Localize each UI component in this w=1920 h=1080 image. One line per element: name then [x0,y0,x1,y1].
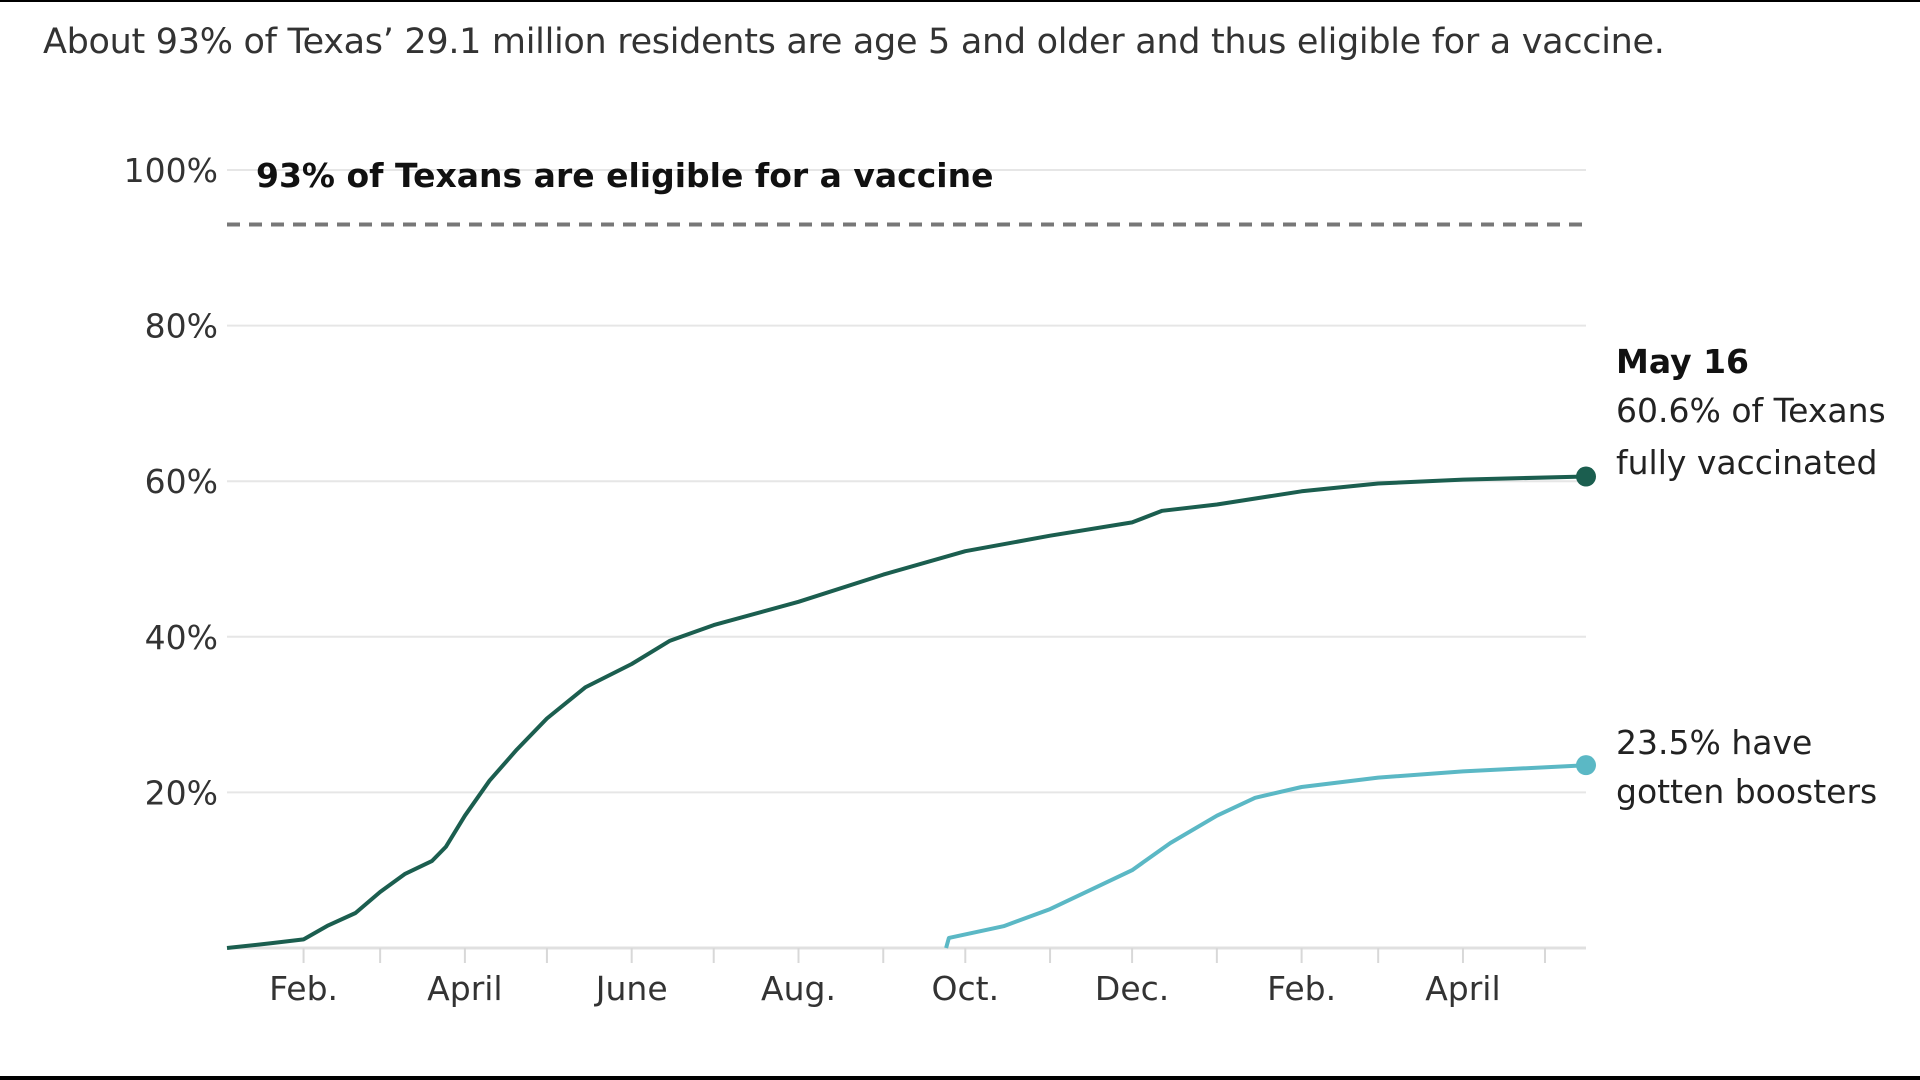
bottom-border [0,1076,1920,1080]
boosters-line [944,763,1587,949]
boosters-label: 23.5% have [1616,723,1812,762]
eligible-reference-label: 93% of Texans are eligible for a vaccine [256,156,993,195]
top-border [0,0,1920,2]
y-tick-label: 60% [145,462,218,501]
vaccinated-label: fully vaccinated [1616,443,1877,482]
boosters-endpoint [1576,755,1596,776]
x-tick-label: Feb. [1267,969,1336,1008]
y-tick-label: 100% [124,151,218,190]
date-label: May 16 [1616,342,1749,381]
fully_vaccinated-line [226,474,1587,950]
vaccinated-label: 60.6% of Texans [1616,391,1886,430]
boosters-label: gotten boosters [1616,772,1877,811]
x-tick-label: Aug. [761,969,836,1008]
chart-subtitle: About 93% of Texas’ 29.1 million residen… [43,22,1665,62]
x-tick-label: June [594,969,668,1008]
fully_vaccinated-endpoint [1576,466,1596,487]
y-tick-label: 80% [145,307,218,346]
y-tick-label: 40% [145,618,218,657]
x-tick-label: Dec. [1095,969,1169,1008]
x-tick-label: April [427,969,502,1008]
x-tick-label: Feb. [269,969,338,1008]
x-tick-label: April [1425,969,1500,1008]
x-tick-label: Oct. [932,969,1000,1008]
y-tick-label: 20% [145,773,218,812]
